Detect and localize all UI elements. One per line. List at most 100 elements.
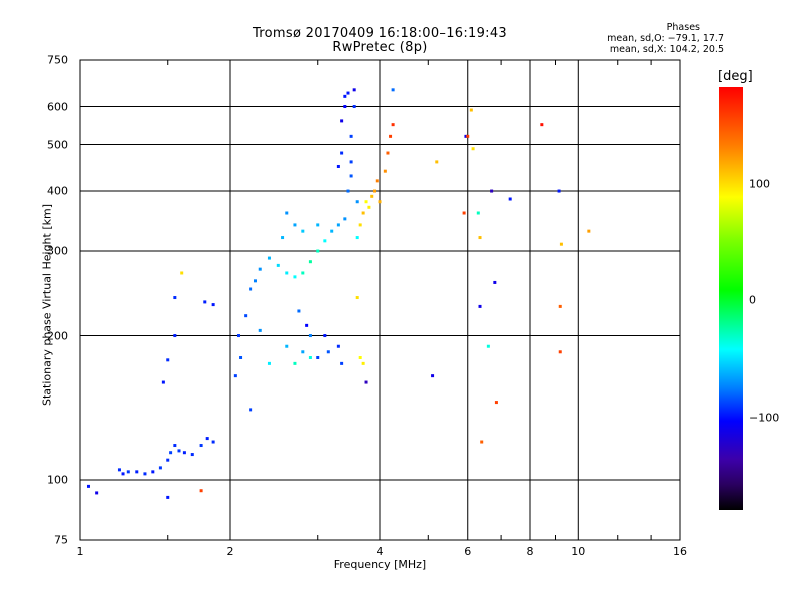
echo-point <box>211 440 215 444</box>
echo-point <box>336 344 340 348</box>
echo-point <box>173 334 177 338</box>
y-tick-label: 500 <box>47 138 68 152</box>
x-tick-label: 2 <box>226 545 234 558</box>
echo-point <box>249 287 253 291</box>
echo-point <box>281 236 285 240</box>
echo-point <box>203 300 207 304</box>
echo-point <box>480 440 484 444</box>
echo-point <box>493 280 497 284</box>
echo-point <box>143 472 147 476</box>
echo-point <box>364 200 368 204</box>
echo-point <box>301 350 305 354</box>
echo-point <box>276 263 280 267</box>
echo-point <box>361 211 365 215</box>
echo-point <box>293 223 297 227</box>
echo-point <box>346 91 350 95</box>
echo-point <box>267 256 271 260</box>
echo-point <box>370 194 374 198</box>
echo-point <box>559 242 563 246</box>
y-tick-label: 750 <box>47 53 68 67</box>
echo-point <box>340 361 344 365</box>
echo-point <box>340 151 344 155</box>
echo-point <box>117 468 121 472</box>
phases-label: Phases <box>666 22 700 33</box>
y-tick-label: 200 <box>47 329 68 343</box>
echo-point <box>161 380 165 384</box>
echo-point <box>173 444 177 448</box>
echo-point <box>293 275 297 279</box>
echo-point <box>471 147 475 151</box>
echo-point <box>508 197 512 201</box>
echo-point <box>301 229 305 233</box>
echo-point <box>301 271 305 275</box>
echo-point <box>316 249 320 253</box>
echo-point <box>305 323 309 327</box>
echo-point <box>253 279 257 283</box>
y-axis-label: Stationary phase Virtual Height [km] <box>40 203 54 407</box>
echo-point <box>558 304 562 308</box>
chart-subtitle: RwPretec (8p) <box>332 40 428 55</box>
echo-point <box>540 123 544 127</box>
echo-point <box>180 271 184 275</box>
echo-point <box>151 470 155 474</box>
echo-point <box>121 472 125 476</box>
echo-point <box>352 88 356 92</box>
echo-point <box>558 350 562 354</box>
echo-point <box>349 174 353 178</box>
echo-point <box>166 495 170 499</box>
echo-point <box>355 200 359 204</box>
echo-point <box>233 374 237 378</box>
echo-point <box>343 105 347 109</box>
echo-point <box>86 484 90 488</box>
echo-point <box>336 223 340 227</box>
echo-point <box>557 189 561 193</box>
echo-point <box>236 334 240 338</box>
echo-point <box>435 160 439 164</box>
echo-point <box>323 334 327 338</box>
echo-point <box>267 361 271 365</box>
x-tick-label: 4 <box>376 545 384 558</box>
echo-point <box>476 211 480 215</box>
echo-point <box>285 211 289 215</box>
echo-point <box>386 151 390 155</box>
chart-title: Tromsø 20170409 16:18:00–16:19:43 <box>252 26 508 41</box>
echo-point <box>478 236 482 240</box>
echo-point <box>367 205 371 209</box>
echo-point <box>323 239 327 243</box>
echo-point <box>316 355 320 359</box>
echo-point <box>343 217 347 221</box>
echo-point <box>349 160 353 164</box>
echo-point <box>378 200 382 204</box>
echo-point <box>364 380 368 384</box>
echo-point <box>297 309 301 313</box>
y-tick-label: 600 <box>47 100 68 114</box>
echo-point <box>166 458 170 462</box>
echo-point <box>462 211 466 215</box>
echo-point <box>355 296 359 300</box>
echo-point <box>469 108 473 112</box>
echo-point <box>431 374 435 378</box>
y-tick-label: 75 <box>54 533 68 547</box>
echo-point <box>358 223 362 227</box>
echo-point <box>244 314 248 318</box>
echo-point <box>349 134 353 138</box>
echo-point <box>391 88 395 92</box>
echo-point <box>486 344 490 348</box>
colorbar-tick: 0 <box>749 293 756 307</box>
x-tick-label: 16 <box>673 545 687 558</box>
echo-point <box>199 444 203 448</box>
echo-point <box>258 328 262 332</box>
y-tick-label: 100 <box>47 473 68 487</box>
x-tick-label: 8 <box>526 545 534 558</box>
echo-point <box>373 189 377 193</box>
echo-point <box>211 303 215 307</box>
echo-point <box>340 119 344 123</box>
x-axis-label: Frequency [MHz] <box>333 558 427 571</box>
echo-point <box>199 489 203 493</box>
echo-point <box>343 94 347 98</box>
x-tick-label: 6 <box>464 545 472 558</box>
echo-point <box>375 179 379 183</box>
echo-point <box>177 449 181 453</box>
echo-point <box>358 355 362 359</box>
